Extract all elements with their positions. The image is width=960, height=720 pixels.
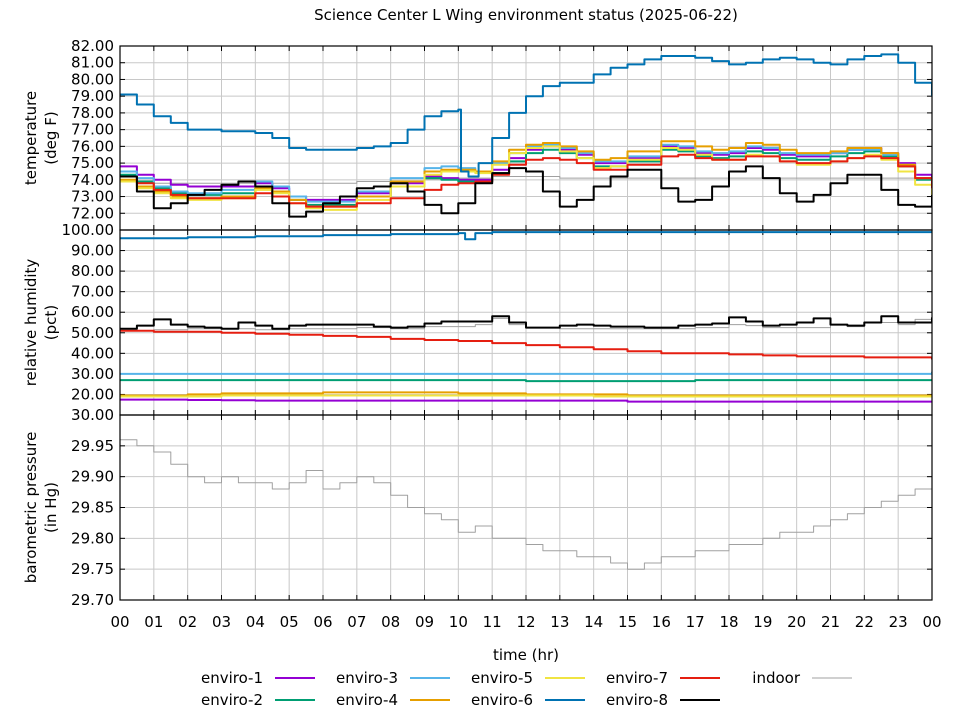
y-tick-label: 60.00 [71,303,114,321]
series-line-enviro-1 [120,398,932,403]
y-tick-label: 79.00 [71,87,114,105]
legend-item-enviro-6: enviro-6 [471,691,585,709]
x-tick-label: 01 [144,613,163,631]
legend-label: enviro-3 [336,669,398,687]
legend-item-enviro-8: enviro-8 [606,691,720,709]
panel-frame [119,414,933,601]
series-line-enviro-8 [120,165,932,218]
y-tick-label: 70.00 [71,283,114,301]
x-tick-label: 06 [313,613,332,631]
x-tick-label: 22 [855,613,874,631]
y-tick-label: 30.00 [71,365,114,383]
legend-label: indoor [752,669,801,687]
series-line-enviro-3 [120,143,932,203]
legend-label: enviro-4 [336,691,398,709]
panel-relative-humidity: 20.00 30.00 40.00 50.00 60.00 70.00 80.00 90.00… [22,221,933,416]
series-group [120,439,932,570]
legend-item-enviro-3: enviro-3 [336,669,450,687]
y-tick-label: 29.90 [71,468,114,486]
series-line-enviro-8 [120,315,932,330]
series-line-enviro-2 [120,379,932,383]
x-tick-label: 02 [178,613,197,631]
series-line-indoor [120,439,932,570]
x-tick-label: 23 [889,613,908,631]
y-tick-label: 75.00 [71,154,114,172]
legend-item-enviro-1: enviro-1 [201,669,315,687]
y-axis-label: relative humidity [22,259,40,387]
legend-label: enviro-2 [201,691,263,709]
x-tick-label: 11 [483,613,502,631]
legend-item-enviro-5: enviro-5 [471,669,585,687]
legend-label: enviro-1 [201,669,263,687]
y-tick-label: 20.00 [71,385,114,403]
y-axis-label: (pct) [42,305,60,340]
legend-label: enviro-6 [471,691,533,709]
legend-item-enviro-7: enviro-7 [606,669,720,687]
y-tick-label: 40.00 [71,344,114,362]
y-tick-label: 29.95 [71,437,114,455]
y-tick-label: 100.00 [62,221,115,239]
x-tick-label: 17 [686,613,705,631]
y-tick-label: 78.00 [71,104,114,122]
y-tick-label: 76.00 [71,137,114,155]
panel-temperature: 72.0073.0074.0075.0076.0077.0078.0079.00… [22,37,933,231]
x-tick-label: 12 [516,613,535,631]
x-tick-label: 03 [212,613,231,631]
y-axis-label: temperature [22,91,40,185]
x-tick-label: 16 [652,613,671,631]
legend-item-enviro-4: enviro-4 [336,691,450,709]
x-tick-label: 00 [922,613,941,631]
y-tick-label: 73.00 [71,188,114,206]
x-tick-label: 10 [449,613,468,631]
y-tick-label: 30.00 [71,406,114,424]
x-axis-label: time (hr) [493,646,559,664]
series-line-enviro-5 [120,394,932,398]
y-tick-label: 80.00 [71,70,114,88]
y-tick-label: 80.00 [71,262,114,280]
y-axis-label: barometric pressure [22,432,40,584]
x-tick-label: 09 [415,613,434,631]
y-tick-label: 77.00 [71,121,114,139]
y-axis-label: (in Hg) [42,482,60,533]
y-tick-label: 29.80 [71,529,114,547]
y-axis-label: (deg F) [42,111,60,164]
legend-label: enviro-5 [471,669,533,687]
y-tick-label: 29.70 [71,591,114,609]
y-tick-label: 72.00 [71,204,114,222]
legend-item-enviro-2: enviro-2 [201,691,315,709]
x-tick-label: 15 [618,613,637,631]
x-tick-label: 21 [821,613,840,631]
x-tick-label: 07 [347,613,366,631]
y-tick-label: 50.00 [71,324,114,342]
y-tick-label: 74.00 [71,171,114,189]
series-line-enviro-6 [120,53,932,178]
y-tick-label: 82.00 [71,37,114,55]
x-tick-label: 18 [719,613,738,631]
x-tick-label: 00 [110,613,129,631]
x-tick-label: 19 [753,613,772,631]
legend: enviro-1 enviro-2 enviro-3 enviro-4 enviro-5… [201,669,852,709]
series-line-enviro-3 [120,371,932,375]
y-tick-label: 90.00 [71,242,114,260]
series-line-enviro-7 [120,329,932,360]
legend-label: enviro-8 [606,691,668,709]
y-tick-label: 81.00 [71,54,114,72]
x-tick-label: 13 [550,613,569,631]
x-tick-label: 08 [381,613,400,631]
chart-panels: 72.0073.0074.0075.0076.0077.0078.0079.00… [22,37,942,631]
legend-label: enviro-7 [606,669,668,687]
panel-barometric-pressure: 29.70 29.75 29.80 29.85 29.90 29.95 30.00 barom… [22,406,933,609]
chart-title: Science Center L Wing environment status… [314,6,738,24]
y-tick-label: 29.85 [71,499,114,517]
series-group [120,53,932,218]
series-group [120,231,932,403]
x-tick-label: 05 [280,613,299,631]
x-tick-label: 04 [246,613,265,631]
x-tick-label: 20 [787,613,806,631]
series-line-enviro-6 [120,231,932,241]
y-tick-label: 29.75 [71,560,114,578]
legend-item-indoor: indoor [752,669,852,687]
x-tick-label: 14 [584,613,603,631]
